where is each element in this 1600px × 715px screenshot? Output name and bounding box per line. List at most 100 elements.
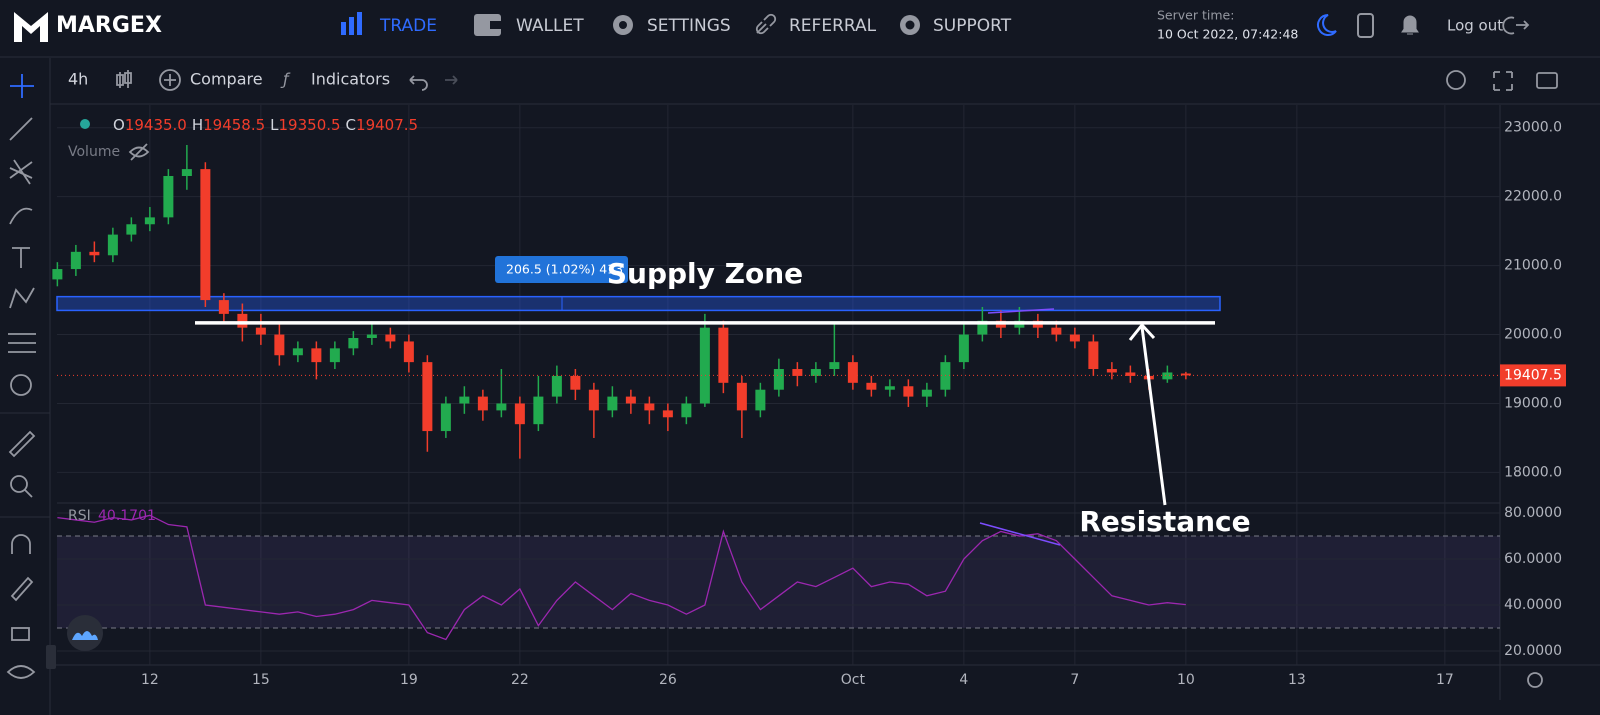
nav-wallet[interactable]: WALLET: [474, 14, 584, 36]
logo-icon: [14, 12, 48, 42]
candle-body: [958, 334, 969, 363]
fib-tool[interactable]: [9, 159, 33, 185]
candle-body: [422, 362, 433, 432]
x-tick-label: 7: [1070, 672, 1079, 688]
supply-zone: [56, 295, 1221, 312]
candle-body: [107, 234, 118, 256]
axis-settings[interactable]: [1527, 672, 1543, 688]
x-tick-label: 12: [141, 672, 159, 688]
undo[interactable]: [409, 75, 428, 91]
candle-body: [551, 375, 562, 397]
settings-icon[interactable]: [1446, 70, 1466, 90]
candle-body: [292, 348, 303, 356]
magnet-tool[interactable]: [11, 534, 31, 554]
candle-body: [329, 348, 340, 363]
collapse-button[interactable]: [46, 645, 56, 669]
indicators[interactable]: Indicators: [311, 70, 390, 89]
redo[interactable]: [445, 75, 458, 85]
y-tick-label: 40.0000: [1504, 597, 1562, 613]
theme-toggle[interactable]: [1317, 14, 1337, 36]
candle-body: [588, 389, 599, 411]
compare[interactable]: Compare: [190, 70, 263, 89]
legend-key: H: [192, 116, 203, 134]
candle-body: [736, 382, 747, 411]
candle-body: [977, 320, 988, 335]
measure-tool[interactable]: [8, 430, 36, 458]
overlays: O19435.0 H19458.5 L19350.5 C19407.5 Volume …: [46, 116, 1543, 688]
candle-body: [477, 396, 488, 411]
x-tick-label: 26: [659, 672, 677, 688]
candle-body: [921, 389, 932, 397]
resistance-arrow: [1128, 322, 1167, 506]
x-tick-label: 19: [400, 672, 418, 688]
nav-settings[interactable]: SETTINGS: [613, 15, 731, 36]
x-tick-label: 13: [1288, 672, 1306, 688]
top-nav: MARGEX TRADE WALLET SETTINGS REFERRAL SU…: [0, 8, 1600, 58]
indicators-icon[interactable]: ƒ: [280, 70, 291, 89]
lock-tool[interactable]: [11, 627, 30, 641]
candle-body: [1088, 341, 1099, 370]
visibility-tool[interactable]: [6, 665, 36, 679]
pattern-tool[interactable]: [9, 287, 35, 309]
candle-body: [459, 396, 470, 404]
candle-body: [496, 403, 507, 411]
candle-body: [533, 396, 544, 425]
logout-icon[interactable]: [1502, 16, 1530, 35]
server-time-label: Server time:: [1157, 8, 1234, 23]
lock-draw-tool[interactable]: [10, 576, 34, 602]
candle-body: [1069, 334, 1080, 342]
text-tool[interactable]: [12, 247, 30, 268]
candle-body: [70, 251, 81, 270]
candle-body: [866, 382, 877, 390]
volume-label: Volume: [68, 144, 120, 160]
legend-key: L: [270, 116, 279, 134]
compare-icon[interactable]: [159, 69, 181, 91]
nav-referral[interactable]: REFERRAL: [755, 13, 877, 36]
legend-value: 19350.5: [279, 116, 341, 134]
candle-body: [237, 313, 248, 328]
nav-trade[interactable]: TRADE: [341, 12, 437, 36]
divergence-line: [987, 308, 1055, 314]
zoom-tool[interactable]: [10, 475, 28, 493]
chart: 12 15 19 22 26 Oct 4 7 10 13 17 18000.0 19000.0 20000…: [52, 105, 1566, 688]
trend-line-tool[interactable]: [9, 117, 33, 141]
y-tick-label: 19000.0: [1504, 395, 1562, 411]
candle-body: [1051, 327, 1062, 335]
interval[interactable]: 4h: [68, 70, 88, 89]
y-tick-label: 20000.0: [1504, 327, 1562, 343]
nav-item[interactable]: SUPPORT: [933, 16, 1012, 36]
nav-support[interactable]: SUPPORT: [900, 15, 1012, 36]
crosshair-tool[interactable]: [10, 74, 34, 98]
y-tick-label: 80.0000: [1504, 505, 1562, 521]
chart-type-icon[interactable]: [116, 70, 132, 88]
notifications-icon[interactable]: [1401, 15, 1419, 35]
server-time: 10 Oct 2022, 07:42:48: [1157, 27, 1298, 42]
candle-body: [385, 334, 396, 342]
rsi-label: RSI: [68, 508, 91, 524]
nav-item[interactable]: SETTINGS: [647, 16, 731, 36]
last-price-box: [1500, 364, 1566, 387]
nav-item[interactable]: TRADE: [379, 16, 437, 36]
brush-tool[interactable]: [9, 207, 33, 225]
mobile-app-icon[interactable]: [1357, 13, 1374, 38]
y-tick-label: 23000.0: [1504, 120, 1562, 136]
rsi-band: [57, 536, 1500, 628]
last-price-label: 19407.5: [1504, 367, 1562, 383]
hide-volume-icon[interactable]: [128, 143, 150, 161]
candle-body: [348, 338, 359, 349]
forecast-tool[interactable]: [8, 333, 36, 353]
nav-item[interactable]: WALLET: [516, 16, 584, 36]
icon-tool[interactable]: [10, 374, 32, 396]
fullscreen-icon[interactable]: [1493, 71, 1513, 91]
screenshot-icon[interactable]: [1536, 72, 1558, 89]
nav-item[interactable]: REFERRAL: [789, 16, 877, 36]
logout[interactable]: Log out: [1447, 17, 1503, 35]
legend-value: 19435.0: [125, 116, 187, 134]
candle-body: [255, 327, 266, 335]
y-tick-label: 18000.0: [1504, 464, 1562, 480]
x-tick-label: 17: [1436, 672, 1454, 688]
drawing-tools: [0, 58, 51, 715]
rsi-line: [57, 514, 1186, 641]
ohlc-legend: O19435.0 H19458.5 L19350.5 C19407.5: [113, 116, 418, 134]
